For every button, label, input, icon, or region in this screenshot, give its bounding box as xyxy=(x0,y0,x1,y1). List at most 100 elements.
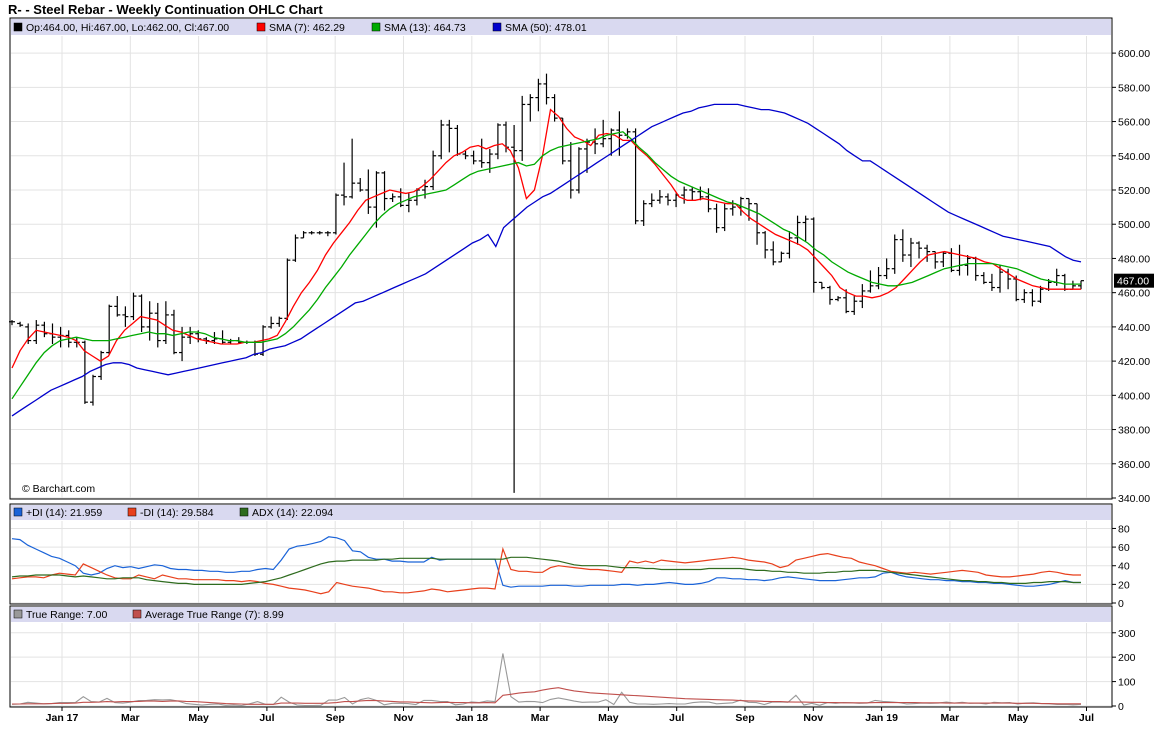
ohlc-bar xyxy=(778,251,785,263)
legend-label: SMA (13): 464.73 xyxy=(384,22,466,34)
ohlc-bar xyxy=(543,73,550,105)
y-tick-label: 80 xyxy=(1118,523,1130,535)
ohlc-bar xyxy=(527,94,534,122)
legend-label: SMA (7): 462.29 xyxy=(269,22,345,34)
ohlc-bar xyxy=(697,186,704,201)
y-tick-label: 520.00 xyxy=(1118,185,1150,197)
ohlc-bar xyxy=(932,251,939,269)
y-tick-label: 0 xyxy=(1118,701,1124,713)
ohlc-bar xyxy=(608,128,615,156)
y-tick-label: 360.00 xyxy=(1118,459,1150,471)
y-tick-label: 100 xyxy=(1118,677,1136,689)
y-tick-label: 560.00 xyxy=(1118,117,1150,129)
tr-y-axis: 0 100 200 300 xyxy=(1112,628,1136,713)
legend-swatch xyxy=(127,507,137,517)
y-tick-label: 40 xyxy=(1118,561,1130,573)
legend-label: Average True Range (7): 8.99 xyxy=(145,609,284,621)
tr-legend-bar xyxy=(11,607,1111,622)
ohlc-bar xyxy=(114,296,121,317)
legend-swatch xyxy=(132,609,142,619)
y-tick-label: 460.00 xyxy=(1118,288,1150,300)
y-tick-label: 60 xyxy=(1118,542,1130,554)
ohlc-bar xyxy=(130,292,137,321)
ohlc-bar xyxy=(519,95,526,161)
ohlc-bar xyxy=(332,193,339,235)
y-tick-label: 0 xyxy=(1118,598,1124,610)
ohlc-bar xyxy=(430,150,437,190)
ohlc-bar xyxy=(567,142,574,199)
ohlc-bar xyxy=(17,321,24,327)
tr-line xyxy=(11,653,1082,707)
legend-label: +DI (14): 21.959 xyxy=(26,507,102,519)
ohlc-bar xyxy=(341,162,348,206)
y-tick-label: 380.00 xyxy=(1118,425,1150,437)
chart-title: R- - Steel Rebar - Weekly Continuation O… xyxy=(8,2,323,17)
ohlc-bar xyxy=(713,203,720,233)
x-tick-label: Nov xyxy=(803,712,823,724)
ohlc-bar xyxy=(843,289,850,314)
ohlc-bar xyxy=(762,231,769,259)
ohlc-bar xyxy=(802,215,809,242)
legend-label: True Range: 7.00 xyxy=(26,609,107,621)
ohlc-bar xyxy=(494,123,501,160)
ohlc-bar xyxy=(511,124,518,493)
ohlc-bar xyxy=(470,150,477,165)
y-tick-label: 480.00 xyxy=(1118,253,1150,265)
legend-swatch xyxy=(239,507,249,517)
ohlc-bar xyxy=(891,234,898,274)
ohlc-bar xyxy=(1029,289,1036,307)
ohlc-bar xyxy=(883,258,890,279)
ohlc-bar xyxy=(365,169,372,214)
tr-legend: True Range: 7.00 Average True Range (7): … xyxy=(13,609,284,621)
x-tick-label: Jan 18 xyxy=(455,712,488,724)
x-tick-label: May xyxy=(188,712,209,724)
x-tick-label: Jul xyxy=(1079,712,1094,724)
ohlc-bar xyxy=(754,203,761,245)
ohlc-bar xyxy=(964,255,971,276)
ohlc-bar xyxy=(357,178,364,192)
ohlc-bar xyxy=(300,231,307,239)
dmi-y-axis: 0 20 40 60 80 xyxy=(1112,523,1130,610)
ohlc-bar xyxy=(851,296,858,315)
ohlc-bar xyxy=(997,265,1004,293)
ohlc-bar xyxy=(146,301,153,341)
tr-grid xyxy=(11,623,1111,707)
y-tick-label: 200 xyxy=(1118,652,1136,664)
y-tick-label: 500.00 xyxy=(1118,219,1150,231)
ohlc-bar xyxy=(170,309,177,355)
ohlc-bar xyxy=(389,193,396,202)
ohlc-bar xyxy=(818,281,825,290)
ohlc-bar xyxy=(162,301,169,344)
ohlc-bar xyxy=(899,229,906,262)
ohlc-bar xyxy=(33,320,40,344)
y-tick-label: 20 xyxy=(1118,579,1130,591)
x-tick-label: Mar xyxy=(941,712,960,724)
ohlc-bar xyxy=(810,217,817,293)
ohlc-bar xyxy=(664,193,671,206)
ohlc-bar xyxy=(535,78,542,112)
ohlc-bar xyxy=(794,215,801,245)
legend-swatch xyxy=(13,507,23,517)
x-tick-label: Jul xyxy=(259,712,274,724)
y-tick-label: 420.00 xyxy=(1118,356,1150,368)
ohlc-bar xyxy=(438,119,445,160)
watermark: © Barchart.com xyxy=(22,483,95,495)
y-tick-label: 440.00 xyxy=(1118,322,1150,334)
dmi-line xyxy=(11,556,1081,586)
ohlc-bar xyxy=(422,179,429,199)
ohlc-bar xyxy=(600,119,607,148)
ohlc-bar xyxy=(916,241,923,259)
ohlc-bar xyxy=(292,234,299,262)
x-axis: Jan 17 Mar May Jul Sep Nov Jan 18 Mar May Jul Sep N… xyxy=(46,707,1094,724)
sma-line xyxy=(11,108,1081,369)
price-legend: Op:464.00, Hi:467.00, Lo:462.00, Cl:467.… xyxy=(13,22,587,34)
legend-swatch xyxy=(13,609,23,619)
ohlc-bar xyxy=(551,94,558,122)
ohlc-bar xyxy=(373,171,380,228)
x-tick-label: Sep xyxy=(326,712,345,724)
dmi-line xyxy=(11,536,1081,588)
ohlc-bar xyxy=(154,302,161,348)
ohlc-bar xyxy=(1078,280,1084,290)
ohlc-bar xyxy=(1037,285,1044,303)
